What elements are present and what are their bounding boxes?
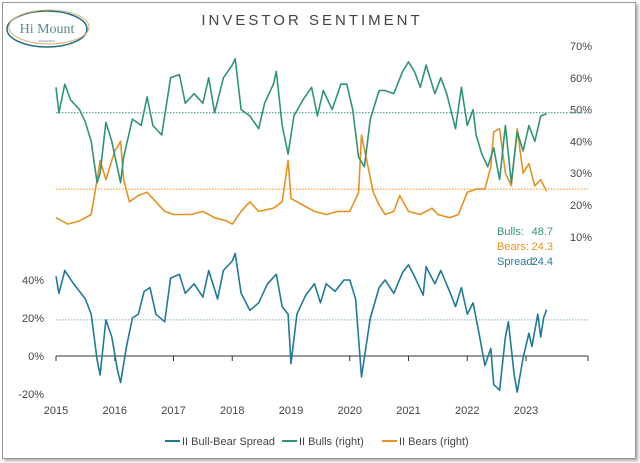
left-axis-tick: 0% [28, 351, 44, 363]
right-axis-tick: 50% [570, 105, 592, 117]
spread-line [55, 252, 548, 393]
legend-entry: II Bears (right) [399, 436, 469, 448]
x-tick-label: 2020 [338, 405, 362, 417]
legend-entry: II Bull-Bear Spread [182, 436, 275, 448]
left-axis-tick: -20% [18, 389, 44, 401]
annotation-label: Bears: [497, 241, 529, 253]
logo-subtext: RESEARCH [39, 39, 56, 43]
x-tick-label: 2018 [220, 405, 244, 417]
legend-entry: II Bulls (right) [299, 436, 364, 448]
left-axis-tick: 20% [22, 313, 44, 325]
x-tick-label: 2016 [103, 405, 127, 417]
annotation-label: Spread: [497, 256, 536, 268]
x-tick-label: 2017 [161, 405, 185, 417]
annotation-value: 24.4 [532, 256, 553, 268]
logo: Hi Mount RESEARCH [6, 9, 90, 48]
bears-line [55, 127, 548, 225]
chart-title: INVESTOR SENTIMENT [201, 12, 422, 29]
x-tick-label: 2019 [279, 405, 303, 417]
bulls-line [55, 57, 547, 184]
annotation-value: 24.3 [532, 241, 553, 253]
annotation-label: Bulls: [497, 226, 524, 238]
right-axis-tick: 60% [570, 73, 592, 85]
x-tick-label: 2022 [455, 405, 479, 417]
right-axis-tick: 70% [570, 41, 592, 53]
right-axis-tick: 40% [570, 136, 592, 148]
annotation-value: 48.7 [532, 226, 553, 238]
right-axis-tick: 20% [570, 200, 592, 212]
x-tick-label: 2021 [396, 405, 420, 417]
right-axis-tick: 10% [570, 232, 592, 244]
x-tick-label: 2015 [44, 405, 68, 417]
left-axis-tick: 40% [22, 275, 44, 287]
chart-frame [2, 2, 636, 459]
logo-text: Hi Mount [20, 22, 75, 37]
x-tick-label: 2023 [514, 405, 538, 417]
right-axis-tick: 30% [570, 168, 592, 180]
